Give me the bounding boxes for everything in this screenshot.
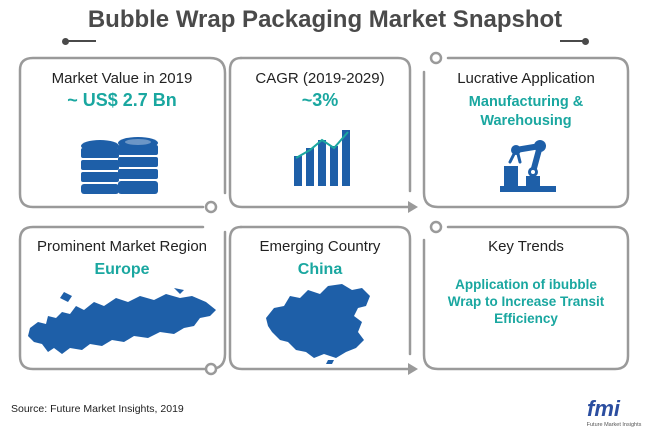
robotic-arm-icon	[500, 140, 556, 192]
frame-cagr-bottom	[228, 56, 412, 209]
application-label: Lucrative Application	[457, 70, 595, 87]
cagr-value: ~3%	[301, 90, 339, 110]
frame-market-value	[18, 56, 227, 209]
connector-circle	[429, 51, 443, 65]
country-value: China	[297, 261, 343, 278]
frame-trends	[422, 225, 630, 371]
bar-chart-growth-icon	[294, 130, 350, 186]
connector-circle	[429, 220, 443, 234]
region-value: Europe	[94, 261, 150, 278]
cagr-label: CAGR (2019-2029)	[255, 70, 385, 87]
trends-label: Key Trends	[488, 238, 564, 255]
logo-mark: fmi	[587, 396, 620, 421]
trend-line-3: Efficiency	[494, 311, 558, 326]
title-rule-right-dot	[582, 38, 589, 45]
application-value-line2: Warehousing	[480, 113, 572, 129]
europe-map-icon	[28, 288, 216, 354]
frame-country	[239, 225, 412, 356]
frame-application	[422, 56, 630, 209]
logo-subtitle: Future Market Insights	[586, 422, 642, 428]
fmi-logo: fmi Future Market Insights	[584, 396, 642, 432]
country-label: Emerging Country	[259, 238, 381, 255]
trend-line-2: Wrap to Increase Transit	[447, 294, 605, 309]
source-note: Source: Future Market Insights, 2019	[11, 403, 184, 415]
application-value-line1: Manufacturing &	[468, 94, 584, 110]
connector-arrow	[408, 201, 418, 213]
china-map-icon	[266, 284, 370, 364]
frame-country-bottom	[228, 225, 412, 371]
trend-line-1: Application of ibubble	[455, 277, 597, 292]
page-title: Bubble Wrap Packaging Market Snapshot	[87, 6, 563, 33]
title-rule-right	[560, 40, 586, 42]
frame-cagr	[239, 56, 412, 193]
market-value-label: Market Value in 2019	[51, 70, 193, 87]
market-value-value: ~ US$ 2.7 Bn	[67, 90, 177, 110]
frame-region	[18, 225, 227, 371]
database-coins-icon	[81, 137, 158, 194]
title-rule-left	[66, 40, 96, 42]
connector-arrow	[408, 363, 418, 375]
region-label: Prominent Market Region	[36, 238, 208, 255]
title-rule-left-dot	[62, 38, 69, 45]
connector-circle	[204, 362, 218, 376]
connector-circle	[204, 200, 218, 214]
